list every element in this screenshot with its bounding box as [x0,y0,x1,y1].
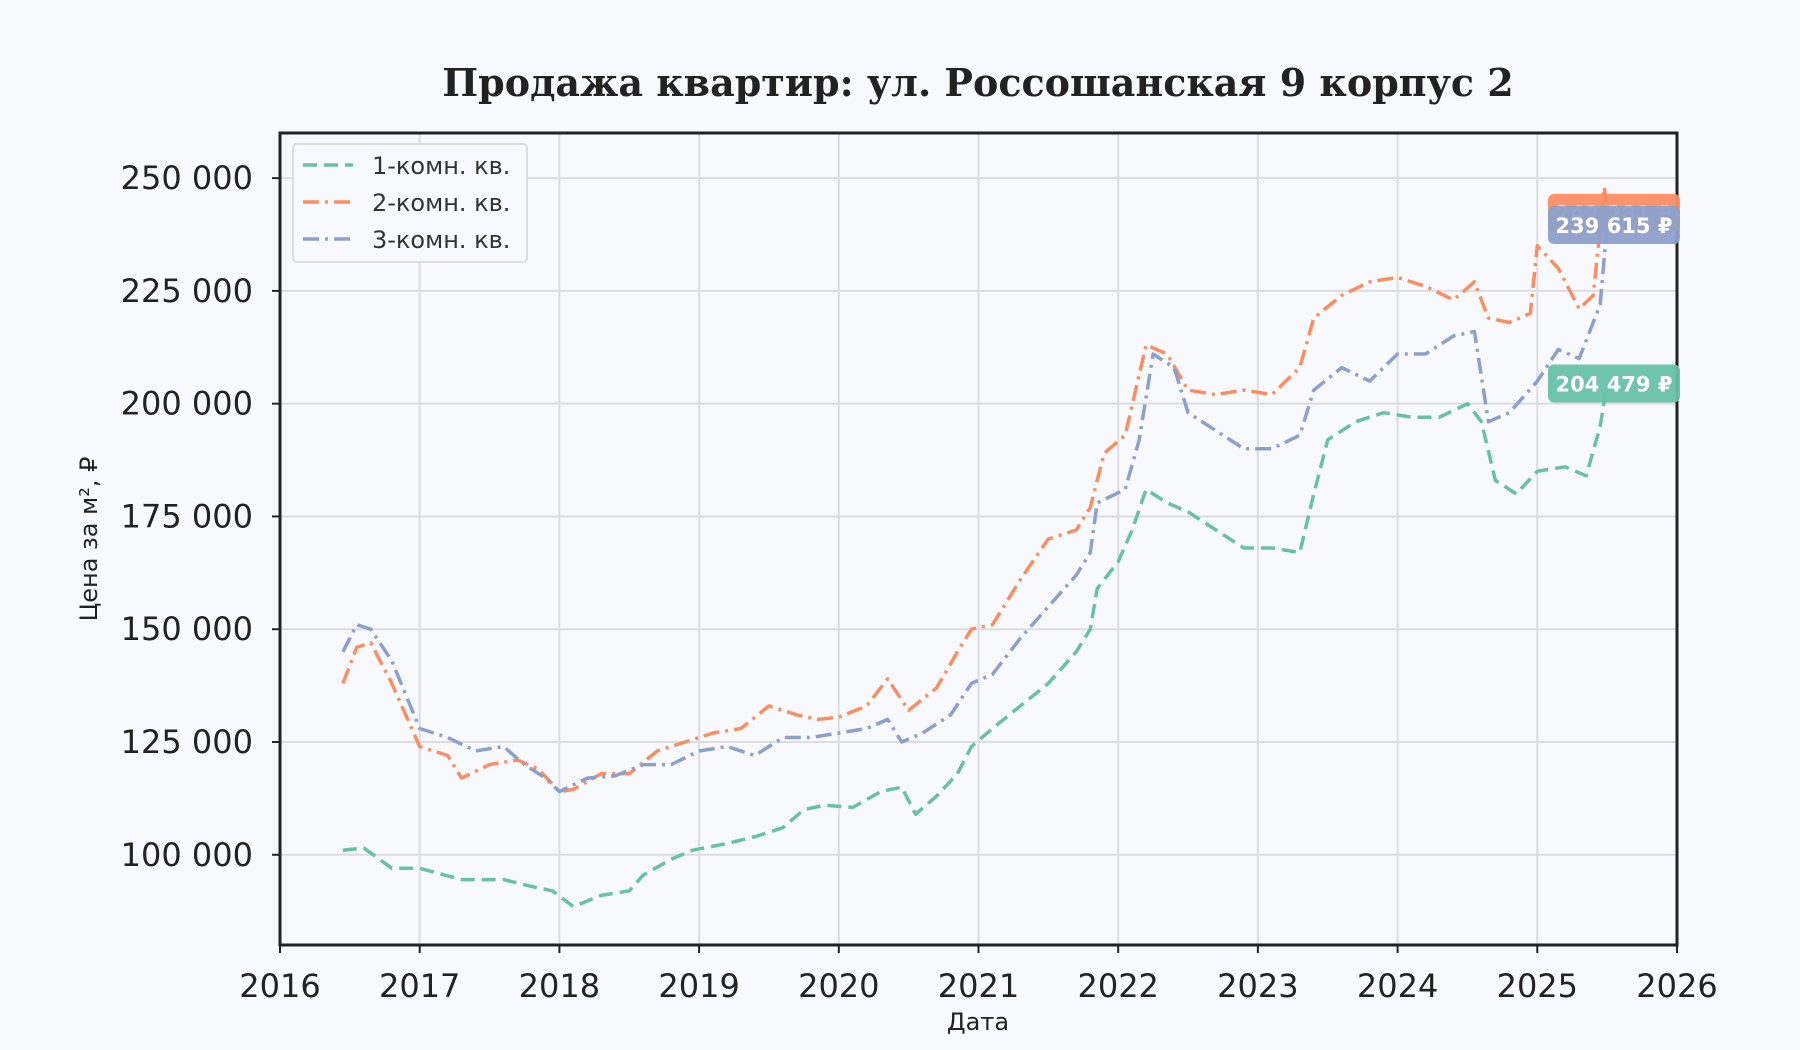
x-axis-label: Дата [947,1008,1009,1036]
x-tick-label: 2023 [1217,967,1298,1005]
chart-title: Продажа квартир: ул. Россошанская 9 корп… [442,60,1513,105]
x-tick-label: 2024 [1357,967,1438,1005]
value-badge-label: 204 479 ₽ [1556,372,1673,396]
legend-label-3: 3-комн. кв. [372,226,510,254]
x-axis-ticks: 2016 2017 2018 2019 2020 2021 2022 2023 2024 2025… [239,945,1718,1005]
y-tick-label: 125 000 [121,723,253,761]
y-tick-label: 100 000 [121,836,253,874]
series-group [341,185,1609,909]
x-tick-label: 2020 [798,967,879,1005]
y-tick-label: 175 000 [121,497,253,535]
legend-label-1: 1-комн. кв. [372,152,510,180]
series-line-1 [342,383,1609,909]
x-tick-label: 2017 [379,967,460,1005]
y-axis-label: Цена за м², ₽ [75,457,103,622]
y-tick-label: 150 000 [121,610,253,648]
y-tick-label: 225 000 [121,272,253,310]
legend: 1-комн. кв. 2-комн. кв. 3-комн. кв. [292,143,528,263]
x-tick-label: 2016 [239,967,320,1005]
y-tick-label: 200 000 [121,385,253,423]
series-line-3 [341,224,1609,794]
x-tick-label: 2019 [658,967,739,1005]
x-tick-label: 2025 [1497,967,1578,1005]
x-tick-label: 2018 [519,967,600,1005]
x-tick-label: 2022 [1077,967,1158,1005]
value-badge-3 [1548,205,1680,244]
x-tick-label: 2021 [938,967,1019,1005]
y-tick-label: 250 000 [121,159,253,197]
plot-frame [278,131,1679,947]
legend-frame [292,143,528,263]
y-axis-ticks: 100 000 125 000 150 000 175 000 200 000 225 0… [121,159,280,874]
legend-label-2: 2-комн. кв. [372,189,510,217]
value-badges: 204 479 ₽242 281 ₽239 615 ₽ [1548,193,1680,403]
x-tick-label: 2026 [1636,967,1717,1005]
value-badge-1 [1548,364,1680,403]
value-badge-label: 239 615 ₽ [1556,214,1673,238]
grid [279,133,1678,945]
